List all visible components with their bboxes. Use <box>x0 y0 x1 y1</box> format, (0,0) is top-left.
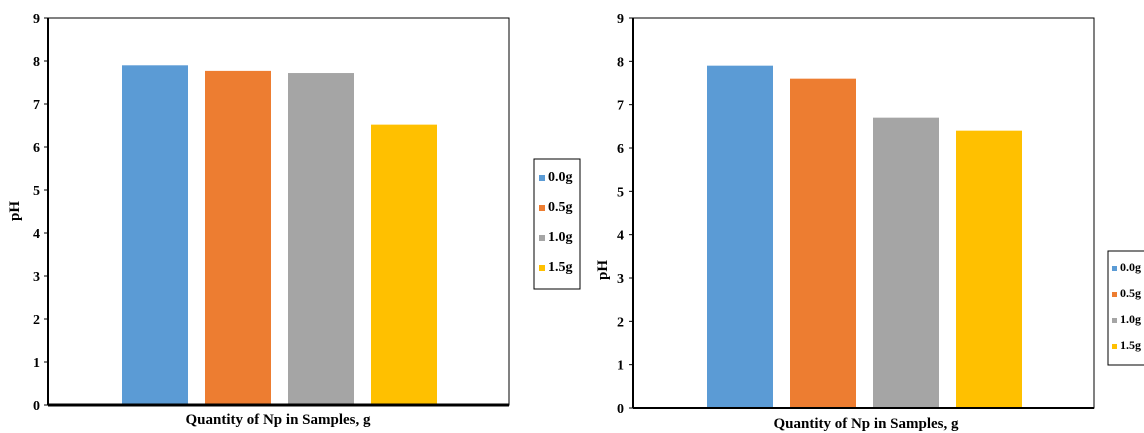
chart-2-x-axis-title: Quantity of Np in Samples, g <box>773 416 959 432</box>
chart-2-bar-1 <box>707 65 773 409</box>
chart-2-y-tick-label: 2 <box>617 315 624 330</box>
chart-2-y-tick-label: 3 <box>617 272 624 287</box>
chart-1-legend-entries: 0.0g 0.5g 1.0g 1.5g <box>539 170 573 275</box>
chart-1-legend-label: 1.0g <box>548 230 573 245</box>
chart-2-legend-label: 0.0g <box>1120 260 1141 274</box>
chart-2-y-axis-title: pH <box>595 260 611 280</box>
chart-2-legend-swatch <box>1112 344 1117 349</box>
chart-2-legend-swatch <box>1112 266 1117 271</box>
chart-1-y-tick-label: 5 <box>33 184 40 199</box>
chart-1-x-axis-title: Quantity of Np in Samples, g <box>185 412 371 428</box>
chart-2-plot-frame <box>632 17 1095 409</box>
chart-2-y-tick-label: 4 <box>617 229 624 244</box>
chart-1-y-ticks: 0 1 2 3 4 5 6 7 8 9 <box>33 12 48 414</box>
chart-2-legend-label: 1.5g <box>1120 338 1141 352</box>
chart-1-y-tick-label: 9 <box>33 12 40 27</box>
chart-2-bar-2 <box>790 78 856 409</box>
chart-1-legend: 0.0g 0.5g 1.0g 1.5g <box>533 158 581 290</box>
chart-1-y-tick-label: 0 <box>33 399 40 414</box>
chart-1-legend-swatch <box>539 175 545 181</box>
chart-1-legend-label: 0.0g <box>548 170 573 185</box>
chart-1-y-tick-label: 7 <box>33 98 40 113</box>
chart-2-bars <box>707 65 1022 409</box>
chart-1-y-tick-label: 6 <box>33 141 40 156</box>
chart-2-bar-4 <box>956 130 1022 408</box>
chart-1-bars <box>122 65 437 406</box>
chart-1-y-tick-label: 1 <box>33 356 40 371</box>
chart-1-bar-3 <box>288 73 354 405</box>
chart-1-plot-frame <box>47 17 510 406</box>
chart-1-legend-label: 0.5g <box>548 200 573 215</box>
chart-2-legend: 0.0g 0.5g 1.0g 1.5g <box>1107 250 1144 366</box>
chart-1-y-tick-label: 4 <box>33 227 40 242</box>
chart-1-legend-label: 1.5g <box>548 260 573 275</box>
chart-1-bar-2 <box>205 70 271 405</box>
chart-2-y-tick-label: 0 <box>617 402 624 417</box>
chart-2-legend-label: 1.0g <box>1120 312 1141 326</box>
chart-2-legend-entries: 0.0g 0.5g 1.0g 1.5g <box>1112 260 1141 352</box>
chart-2-y-tick-label: 9 <box>617 12 624 27</box>
chart-1-legend-swatch <box>539 235 545 241</box>
chart-2-y-tick-label: 8 <box>617 55 624 70</box>
chart-2-y-tick-label: 6 <box>617 142 624 157</box>
chart-2-legend-label: 0.5g <box>1120 286 1141 300</box>
chart-1-legend-swatch <box>539 205 545 211</box>
chart-1-bar-1 <box>122 65 188 406</box>
chart-2-y-tick-label: 7 <box>617 99 624 114</box>
chart-1-legend-swatch <box>539 265 545 271</box>
chart-1-y-tick-label: 2 <box>33 313 40 328</box>
chart-2-y-tick-label: 5 <box>617 185 624 200</box>
chart-1-y-axis-title: pH <box>7 201 23 221</box>
chart-2-legend-swatch <box>1112 292 1117 297</box>
chart-2-legend-swatch <box>1112 318 1117 323</box>
chart-2-bar-3 <box>873 117 939 409</box>
chart-2-y-ticks: 0 1 2 3 4 5 6 7 8 9 <box>617 12 633 417</box>
chart-1-bar-4 <box>371 124 437 405</box>
chart-2-y-tick-label: 1 <box>617 359 624 374</box>
chart-1-y-tick-label: 8 <box>33 55 40 70</box>
chart-1-y-tick-label: 3 <box>33 270 40 285</box>
